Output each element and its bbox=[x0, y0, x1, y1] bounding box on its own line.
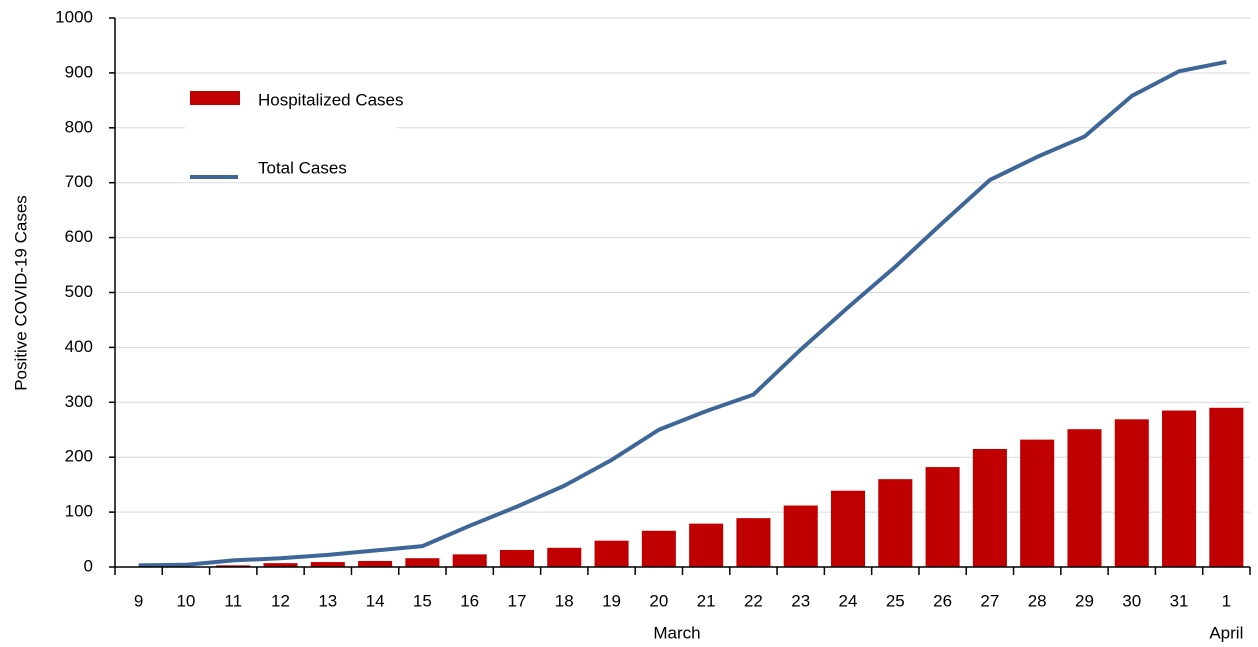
y-axis-label: Positive COVID-19 Cases bbox=[11, 195, 30, 391]
y-tick-label: 0 bbox=[84, 556, 93, 575]
x-group-label: March bbox=[653, 623, 700, 642]
x-tick-label: 12 bbox=[271, 591, 290, 610]
bar bbox=[925, 467, 960, 567]
bar bbox=[1020, 439, 1055, 567]
y-tick-label: 1000 bbox=[55, 7, 93, 26]
y-tick-label: 400 bbox=[65, 337, 93, 356]
bar bbox=[1114, 419, 1149, 567]
x-tick-label: 23 bbox=[791, 591, 810, 610]
x-group-label: April bbox=[1209, 623, 1243, 642]
legend-label: Hospitalized Cases bbox=[258, 90, 404, 109]
bar bbox=[783, 505, 818, 567]
x-tick-label: 19 bbox=[602, 591, 621, 610]
x-tick-label: 30 bbox=[1122, 591, 1141, 610]
bar bbox=[641, 530, 676, 567]
bar bbox=[452, 554, 487, 567]
x-tick-label: 21 bbox=[697, 591, 716, 610]
x-tick-label: 9 bbox=[134, 591, 143, 610]
x-tick-label: 1 bbox=[1222, 591, 1231, 610]
bar bbox=[972, 448, 1007, 567]
x-tick-label: 29 bbox=[1075, 591, 1094, 610]
y-tick-label: 300 bbox=[65, 392, 93, 411]
legend-swatch bbox=[190, 91, 240, 105]
x-tick-label: 31 bbox=[1170, 591, 1189, 610]
bar bbox=[594, 540, 629, 567]
bar bbox=[405, 558, 440, 567]
x-tick-label: 22 bbox=[744, 591, 763, 610]
y-tick-label: 200 bbox=[65, 447, 93, 466]
bar bbox=[1067, 429, 1102, 567]
y-tick-label: 800 bbox=[65, 117, 93, 136]
x-tick-label: 18 bbox=[555, 591, 574, 610]
x-tick-label: 26 bbox=[933, 591, 952, 610]
bar bbox=[358, 560, 393, 567]
y-tick-label: 500 bbox=[65, 282, 93, 301]
x-tick-label: 10 bbox=[176, 591, 195, 610]
x-tick-label: 25 bbox=[886, 591, 905, 610]
bar bbox=[216, 565, 251, 567]
bar bbox=[547, 547, 582, 567]
bar bbox=[263, 563, 298, 567]
bar bbox=[1162, 410, 1197, 567]
line bbox=[138, 59, 1227, 568]
bar bbox=[689, 523, 724, 567]
x-tick-label: 16 bbox=[460, 591, 479, 610]
bar bbox=[310, 562, 345, 567]
bar bbox=[1209, 407, 1244, 567]
y-tick-label: 100 bbox=[65, 502, 93, 521]
y-tick-label: 600 bbox=[65, 227, 93, 246]
x-tick-label: 17 bbox=[508, 591, 527, 610]
x-tick-label: 20 bbox=[649, 591, 668, 610]
x-tick-label: 13 bbox=[318, 591, 337, 610]
x-tick-label: 28 bbox=[1028, 591, 1047, 610]
x-tick-label: 11 bbox=[224, 591, 242, 610]
legend-label: Total Cases bbox=[258, 158, 347, 177]
bar bbox=[878, 479, 913, 567]
y-tick-label: 700 bbox=[65, 172, 93, 191]
x-tick-label: 24 bbox=[839, 591, 858, 610]
x-tick-label: 27 bbox=[980, 591, 999, 610]
bar bbox=[499, 549, 535, 567]
bar bbox=[830, 490, 866, 567]
x-tick-label: 14 bbox=[366, 591, 385, 610]
x-tick-label: 15 bbox=[413, 591, 432, 610]
y-tick-label: 900 bbox=[65, 62, 93, 81]
bar bbox=[736, 518, 771, 567]
